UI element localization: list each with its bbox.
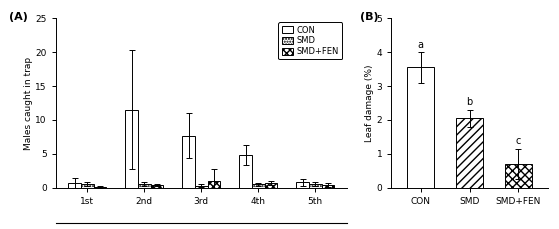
Text: c: c bbox=[516, 136, 521, 146]
Y-axis label: Males caught in trap: Males caught in trap bbox=[23, 57, 32, 150]
Bar bbox=[407, 68, 434, 188]
Text: (A): (A) bbox=[10, 11, 29, 22]
Y-axis label: Leaf damage (%): Leaf damage (%) bbox=[364, 64, 374, 142]
Bar bbox=[68, 183, 81, 188]
Text: a: a bbox=[418, 39, 424, 49]
Bar bbox=[93, 187, 106, 188]
Bar bbox=[456, 118, 483, 188]
Bar bbox=[207, 181, 220, 188]
Text: b: b bbox=[466, 97, 473, 107]
Bar bbox=[125, 110, 138, 188]
Bar bbox=[321, 185, 334, 188]
Bar bbox=[138, 184, 150, 188]
Text: (B): (B) bbox=[360, 11, 378, 22]
Bar bbox=[264, 183, 277, 188]
Bar bbox=[296, 182, 309, 188]
Bar bbox=[239, 155, 252, 188]
Legend: CON, SMD, SMD+FEN: CON, SMD, SMD+FEN bbox=[278, 22, 343, 60]
Bar bbox=[81, 184, 93, 188]
Bar bbox=[505, 164, 532, 188]
Bar bbox=[252, 184, 264, 188]
Bar bbox=[309, 184, 321, 188]
Bar bbox=[195, 186, 207, 188]
Bar bbox=[182, 136, 195, 188]
Bar bbox=[150, 185, 163, 188]
